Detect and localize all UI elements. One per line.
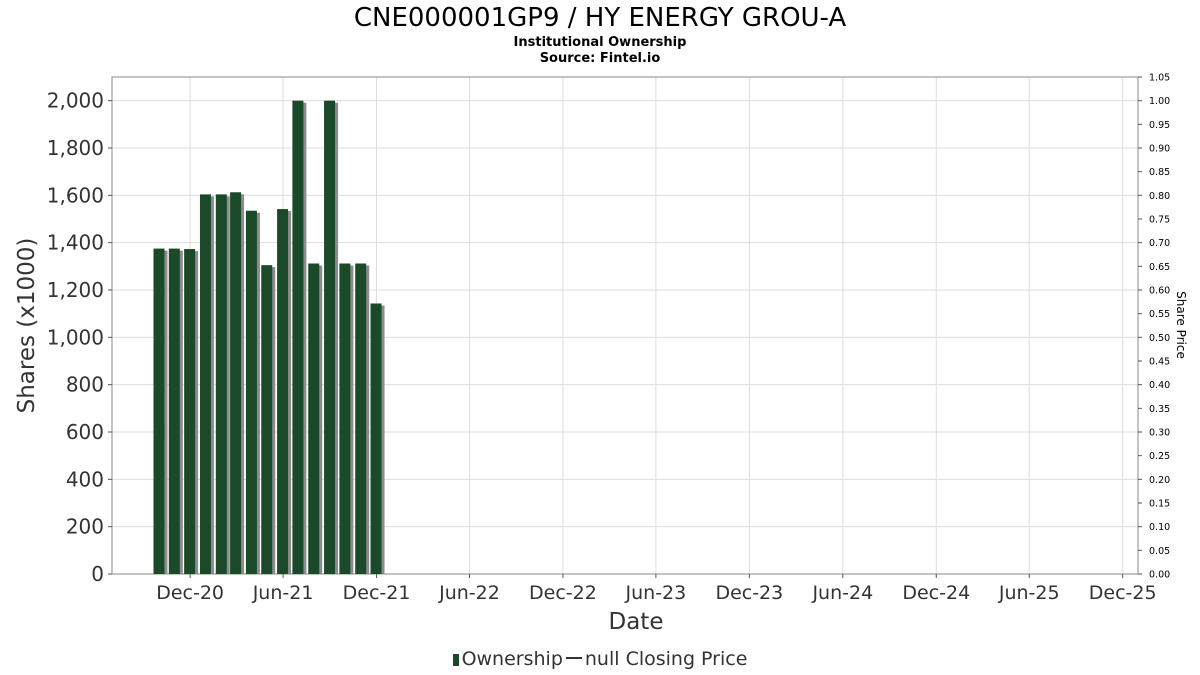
y2-tick-label: 0.65 — [1149, 262, 1170, 273]
x-tick-label: Jun-24 — [811, 582, 873, 604]
y2-axis-ticks: 0.00 0.05 0.10 0.15 0.20 0.25 0.30 0.35 0.40 0.45… — [1138, 73, 1170, 581]
y-tick-label: 1,200 — [47, 278, 104, 302]
legend: Ownership null Closing Price — [0, 646, 1200, 672]
ownership-bar — [153, 248, 165, 575]
y2-tick-label: 0.80 — [1149, 191, 1170, 202]
y-tick-label: 1,400 — [47, 231, 104, 255]
ownership-bar — [199, 194, 211, 575]
ownership-bar — [215, 194, 227, 575]
ownership-bar — [261, 265, 273, 574]
ownership-legend-label: Ownership — [461, 648, 563, 670]
x-tick-label: Dec-25 — [1089, 582, 1157, 604]
x-axis-ticks: Dec-20 Jun-21 Dec-21 Jun-22 Dec-22 Jun-23 Dec-… — [156, 574, 1157, 604]
price-legend-label: null Closing Price — [584, 648, 748, 670]
x-tick-label: Dec-20 — [156, 582, 224, 604]
y2-tick-label: 0.95 — [1149, 120, 1170, 131]
ownership-bar — [245, 210, 257, 574]
y2-tick-label: 0.70 — [1149, 238, 1170, 249]
y2-tick-label: 0.25 — [1149, 451, 1170, 462]
ownership-bar — [230, 192, 242, 575]
chart-title: CNE000001GP9 / HY ENERGY GROU-A — [353, 3, 847, 33]
y2-tick-label: 0.15 — [1149, 499, 1170, 510]
y-tick-label: 200 — [66, 515, 104, 539]
y2-tick-label: 0.90 — [1149, 144, 1170, 155]
x-tick-label: Jun-21 — [252, 582, 314, 604]
x-tick-label: Dec-21 — [343, 582, 411, 604]
y2-tick-label: 0.75 — [1149, 215, 1170, 226]
y-tick-label: 1,600 — [47, 183, 104, 207]
y-tick-label: 1,000 — [47, 325, 104, 349]
y2-tick-label: 0.55 — [1149, 309, 1170, 320]
chart-source: Source: Fintel.io — [539, 51, 661, 66]
y2-tick-label: 0.60 — [1149, 286, 1170, 297]
x-tick-label: Dec-23 — [715, 582, 783, 604]
ownership-bar — [355, 263, 367, 574]
ownership-bar — [277, 209, 289, 574]
y2-tick-label: 1.05 — [1149, 73, 1170, 84]
ownership-bar — [292, 100, 304, 575]
x-tick-label: Jun-25 — [998, 582, 1060, 604]
y2-tick-label: 0.50 — [1149, 333, 1170, 344]
y-tick-label: 400 — [66, 467, 104, 491]
y-tick-label: 0 — [91, 562, 104, 586]
y2-tick-label: 0.20 — [1149, 475, 1170, 486]
y-tick-label: 800 — [66, 373, 104, 397]
ownership-bar — [184, 249, 196, 574]
ownership-chart: 0 200 400 600 800 1,000 1,200 1,400 1,600 1,800 2,… — [14, 73, 1188, 636]
plot-frame — [111, 76, 1139, 575]
ownership-bar — [324, 100, 336, 575]
y-axis-ticks: 0 200 400 600 800 1,000 1,200 1,400 1,600 1,800 2,… — [47, 89, 112, 586]
chart-subtitle: Institutional Ownership — [513, 35, 687, 50]
y2-axis-title: Share Price — [1174, 291, 1188, 359]
ownership-bar — [308, 263, 320, 574]
bars — [153, 100, 385, 575]
y2-tick-label: 0.30 — [1149, 428, 1170, 439]
y-axis-title: Shares (x1000) — [14, 238, 40, 414]
y2-tick-label: 0.05 — [1149, 546, 1170, 557]
x-tick-label: Jun-22 — [438, 582, 500, 604]
y-tick-label: 600 — [66, 420, 104, 444]
x-axis-title: Date — [609, 609, 664, 635]
y2-tick-label: 0.35 — [1149, 404, 1170, 415]
y-tick-label: 1,800 — [47, 136, 104, 160]
y2-tick-label: 1.00 — [1149, 96, 1170, 107]
y2-tick-label: 0.85 — [1149, 167, 1170, 178]
x-tick-label: Dec-22 — [529, 582, 597, 604]
ownership-bar — [339, 263, 351, 574]
ownership-bar — [370, 303, 382, 574]
x-tick-label: Dec-24 — [902, 582, 970, 604]
y2-tick-label: 0.10 — [1149, 522, 1170, 533]
ownership-bar — [168, 248, 180, 575]
y2-tick-label: 0.40 — [1149, 380, 1170, 391]
y-tick-label: 2,000 — [47, 89, 104, 113]
x-tick-label: Jun-23 — [625, 582, 687, 604]
price-legend-line — [565, 657, 582, 659]
y2-tick-label: 0.00 — [1149, 570, 1170, 581]
y2-tick-label: 0.45 — [1149, 357, 1170, 368]
ownership-legend-swatch — [452, 654, 459, 666]
